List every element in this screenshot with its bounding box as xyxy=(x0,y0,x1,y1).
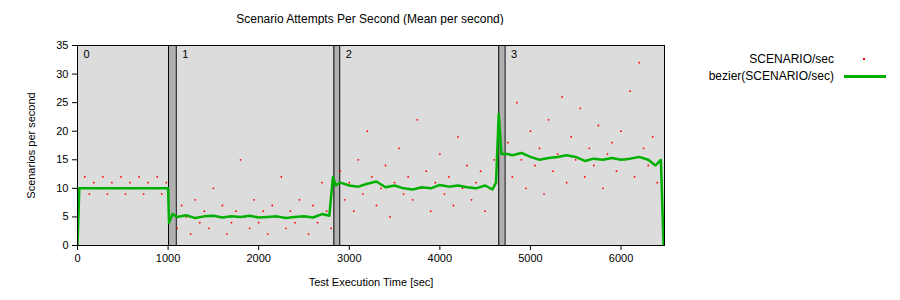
svg-text:4000: 4000 xyxy=(428,252,452,264)
svg-text:1000: 1000 xyxy=(156,252,180,264)
svg-text:0: 0 xyxy=(62,239,68,251)
svg-text:3000: 3000 xyxy=(337,252,361,264)
html-text:SCENARIO/sec: SCENARIO/sec xyxy=(749,51,834,66)
svg-text:1: 1 xyxy=(182,48,188,60)
svg-text:Test Execution Time [sec]: Test Execution Time [sec] xyxy=(309,276,434,288)
html-text:bezier(SCENARIO/sec): bezier(SCENARIO/sec) xyxy=(708,68,834,83)
svg-text:2000: 2000 xyxy=(246,252,270,264)
svg-text:20: 20 xyxy=(56,125,68,137)
svg-text:5000: 5000 xyxy=(518,252,542,264)
svg-text:2: 2 xyxy=(346,48,352,60)
svg-text:3: 3 xyxy=(511,48,517,60)
svg-text:0: 0 xyxy=(74,252,80,264)
svg-text:35: 35 xyxy=(56,39,68,51)
svg-text:5: 5 xyxy=(62,210,68,222)
svg-text:25: 25 xyxy=(56,96,68,108)
svg-text:15: 15 xyxy=(56,153,68,165)
svg-text:6000: 6000 xyxy=(609,252,633,264)
svg-text:30: 30 xyxy=(56,68,68,80)
svg-text:10: 10 xyxy=(56,182,68,194)
html-text:Scenario Attempts Per Second (: Scenario Attempts Per Second (Mean per s… xyxy=(236,12,504,26)
svg-text:Scenarios per second: Scenarios per second xyxy=(25,92,37,198)
svg-text:0: 0 xyxy=(84,48,90,60)
